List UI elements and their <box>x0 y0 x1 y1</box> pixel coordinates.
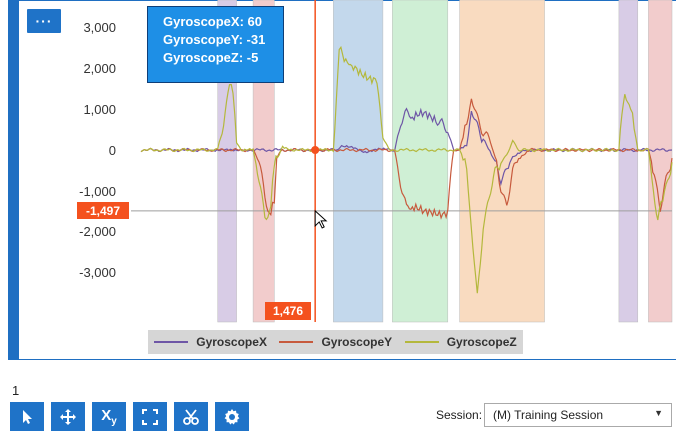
session-selected-value: (M) Training Session <box>493 408 604 422</box>
series-line-gyroscopey <box>140 98 673 220</box>
settings-button[interactable] <box>215 402 249 431</box>
y-tick-label: 3,000 <box>83 20 116 35</box>
activity-band <box>648 0 673 323</box>
activity-band <box>618 0 639 323</box>
chart-plot[interactable] <box>0 0 676 360</box>
chart-legend: GyroscopeX GyroscopeY GyroscopeZ <box>148 330 523 354</box>
tooltip-line-y: GyroscopeY: -31 <box>163 32 266 47</box>
menu-button[interactable]: ··· <box>27 9 61 33</box>
legend-item-gyroscopey[interactable]: GyroscopeY <box>279 335 392 349</box>
legend-label-gyroscopex: GyroscopeX <box>196 335 267 349</box>
crosshair-x-value: 1,476 <box>265 302 311 320</box>
tooltip-line-x: GyroscopeX: 60 <box>163 14 262 29</box>
legend-swatch-gyroscopey <box>279 341 314 343</box>
cut-tool-button[interactable] <box>174 402 208 431</box>
legend-label-gyroscopez: GyroscopeZ <box>446 335 517 349</box>
legend-swatch-gyroscopez <box>404 341 439 343</box>
zoom-extents-button[interactable] <box>133 402 167 431</box>
crosshair-y-value: -1,497 <box>77 202 129 219</box>
session-select[interactable]: (M) Training Session ▼ <box>484 403 672 427</box>
crosshair-marker <box>311 146 320 154</box>
y-tick-label: -1,000 <box>79 184 116 199</box>
legend-label-gyroscopey: GyroscopeY <box>321 335 393 349</box>
activity-band <box>392 0 449 323</box>
chevron-down-icon: ▼ <box>654 408 663 418</box>
session-label: Session: <box>436 408 483 422</box>
series-line-gyroscopez <box>140 45 673 294</box>
legend-item-gyroscopex[interactable]: GyroscopeX <box>154 335 267 349</box>
select-icon <box>23 409 32 424</box>
y-tick-label: 2,000 <box>83 61 116 76</box>
y-tick-label: -2,000 <box>79 224 116 239</box>
pan-icon <box>60 408 76 425</box>
mouse-cursor-icon <box>314 209 328 229</box>
page-number: 1 <box>12 383 20 398</box>
y-tick-label: 0 <box>108 143 116 158</box>
legend-swatch-gyroscopex <box>154 341 189 343</box>
xy-tool-button[interactable]: Xy <box>92 402 126 431</box>
select-tool-button[interactable] <box>10 402 44 431</box>
toolbar: Xy <box>10 402 249 431</box>
cut-icon <box>183 408 199 425</box>
y-tick-label: -3,000 <box>79 265 116 280</box>
activity-band <box>333 0 384 323</box>
tooltip-line-z: GyroscopeZ: -5 <box>163 50 259 65</box>
data-tooltip: GyroscopeX: 60 GyroscopeY: -31 Gyroscope… <box>147 6 284 83</box>
y-tick-label: 1,000 <box>83 102 116 117</box>
settings-icon <box>224 408 240 424</box>
expand-icon <box>142 408 158 425</box>
legend-item-gyroscopez[interactable]: GyroscopeZ <box>404 335 517 349</box>
xy-icon: Xy <box>101 406 117 427</box>
pan-tool-button[interactable] <box>51 402 85 431</box>
